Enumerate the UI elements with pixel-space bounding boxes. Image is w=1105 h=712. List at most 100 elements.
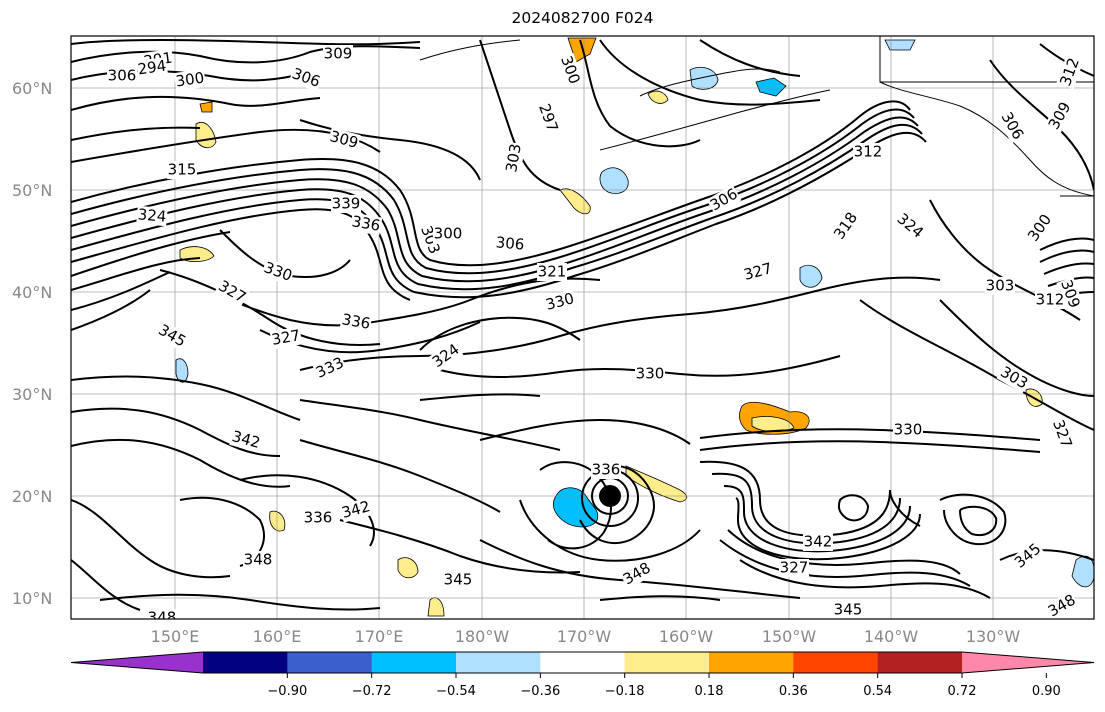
lat-label: 30°N bbox=[12, 385, 52, 404]
lat-label: 20°N bbox=[12, 487, 52, 506]
contour-label-bg bbox=[803, 533, 833, 551]
contour-label: 309 bbox=[324, 45, 353, 63]
colorbar-tick-label: −0.18 bbox=[605, 684, 645, 699]
contour-label: 342 bbox=[804, 533, 833, 551]
contour-label: 321 bbox=[538, 263, 567, 281]
contour-label: 306 bbox=[495, 233, 525, 253]
contour-label-bg bbox=[537, 263, 567, 281]
contour-label-bg bbox=[327, 127, 361, 153]
colorbar-extend-low bbox=[71, 652, 203, 673]
map-title: 2024082700 F024 bbox=[511, 9, 654, 27]
contour-label-bg bbox=[416, 222, 444, 258]
colorbar-segment bbox=[540, 652, 626, 673]
contour-label-bg bbox=[779, 559, 809, 577]
plot-frame bbox=[70, 35, 1095, 620]
colorbar-tick-label: −0.72 bbox=[352, 684, 392, 699]
contour-label-bg bbox=[154, 320, 190, 352]
contour-label-bg bbox=[243, 551, 273, 569]
contour-label-bg bbox=[830, 208, 862, 244]
contour-label-bg bbox=[339, 310, 373, 334]
contour-label-bg bbox=[853, 143, 883, 161]
contour-label: 348 bbox=[244, 551, 273, 569]
contour-label: 300 bbox=[174, 69, 205, 91]
colorbar-tick-label: 0.36 bbox=[779, 684, 808, 699]
contour-label-bg bbox=[1035, 291, 1065, 309]
contour-label-bg bbox=[543, 289, 577, 315]
contour-label-bg bbox=[303, 509, 333, 527]
contour-label-bg bbox=[428, 340, 464, 372]
contour-label: 324 bbox=[137, 205, 167, 225]
longitude-labels: 150°E 160°E 170°E 180°W 170°W 160°W 150°… bbox=[151, 627, 1021, 646]
lon-label: 170°E bbox=[355, 627, 404, 646]
contour-label-bg bbox=[706, 184, 742, 216]
contour-label-bg bbox=[288, 64, 324, 92]
contour-label: 345 bbox=[834, 601, 863, 619]
colorbar-segment bbox=[793, 652, 879, 673]
colorbar-outline bbox=[70, 651, 1095, 674]
contour-label: 294 bbox=[136, 57, 167, 79]
lon-label: 130°W bbox=[966, 627, 1021, 646]
contour-label-bg bbox=[893, 421, 923, 439]
plot-area bbox=[71, 36, 1094, 619]
colorbar-segment bbox=[877, 652, 963, 673]
contour-label-bg bbox=[892, 209, 928, 243]
contour-label: 336 bbox=[340, 310, 371, 333]
contour-label: 327 bbox=[780, 559, 809, 577]
contour-label: 327 bbox=[270, 326, 301, 349]
contour-label-bg bbox=[260, 258, 296, 286]
colorbar-tick-label: 0.18 bbox=[695, 684, 724, 699]
contour-label: 330 bbox=[894, 421, 923, 439]
contour-label-bg bbox=[1056, 276, 1084, 312]
lon-label: 150°W bbox=[762, 627, 817, 646]
contour-label-bg bbox=[1044, 590, 1080, 619]
contour-label-bg bbox=[833, 601, 863, 619]
colorbar-segment bbox=[624, 652, 710, 673]
colorbar-extend-high bbox=[962, 652, 1094, 673]
contour-label-bg bbox=[167, 161, 197, 179]
contour-label-bg bbox=[556, 52, 584, 88]
contour-label-bg bbox=[349, 212, 383, 236]
colorbar-tick-label: 0.72 bbox=[948, 684, 977, 699]
contour-label-bg bbox=[502, 141, 526, 175]
contour-label: 330 bbox=[636, 365, 665, 383]
contour-label-bg bbox=[147, 609, 177, 619]
contour-label-bg bbox=[443, 571, 473, 589]
colorbar: −0.90 −0.72 −0.54 −0.36 −0.18 0.18 0.36 0.54 0.7… bbox=[70, 651, 1095, 699]
colorbar-segment bbox=[371, 652, 457, 673]
colorbar-segment bbox=[287, 652, 373, 673]
contour-label-bg bbox=[323, 45, 353, 63]
contour-label-bg bbox=[635, 365, 665, 383]
contour-label-bg bbox=[1024, 210, 1056, 246]
contour-label-bg bbox=[996, 362, 1032, 394]
contour-label-bg bbox=[433, 225, 463, 243]
colorbar-tick-label: 0.90 bbox=[1032, 684, 1061, 699]
contour-label-bg bbox=[339, 497, 373, 523]
contour-label-bg bbox=[269, 326, 303, 350]
contour-label-bg bbox=[312, 353, 348, 383]
colorbar-segment bbox=[709, 652, 794, 673]
contour-label: 303 bbox=[502, 142, 525, 173]
contour-label-bg bbox=[135, 56, 169, 80]
contour-label: 336 bbox=[592, 461, 621, 479]
colorbar-tick-label: −0.36 bbox=[520, 684, 560, 699]
lon-label: 140°W bbox=[864, 627, 919, 646]
contour-label-bg bbox=[1044, 98, 1076, 134]
colorbar-tick-label: −0.54 bbox=[436, 684, 476, 699]
contour-label-bg bbox=[1056, 54, 1084, 90]
latitude-labels: 60°N 50°N 40°N 30°N 20°N 10°N bbox=[12, 79, 52, 608]
contour-label: 315 bbox=[168, 161, 197, 179]
lon-label: 170°W bbox=[557, 627, 612, 646]
contour-label: 303 bbox=[986, 277, 1015, 295]
colorbar-tick-label: −0.90 bbox=[267, 684, 307, 699]
lat-label: 10°N bbox=[12, 589, 52, 608]
contour-label-bg bbox=[229, 427, 263, 453]
contour-label: 306 bbox=[108, 67, 137, 85]
contour-label: 345 bbox=[444, 571, 473, 589]
contour-label-bg bbox=[619, 558, 655, 590]
colorbar-segment bbox=[456, 652, 541, 673]
contour-label: 312 bbox=[1036, 291, 1065, 309]
lat-label: 50°N bbox=[12, 181, 52, 200]
contour-label-bg bbox=[331, 195, 361, 213]
shaded-patches bbox=[175, 37, 1094, 617]
